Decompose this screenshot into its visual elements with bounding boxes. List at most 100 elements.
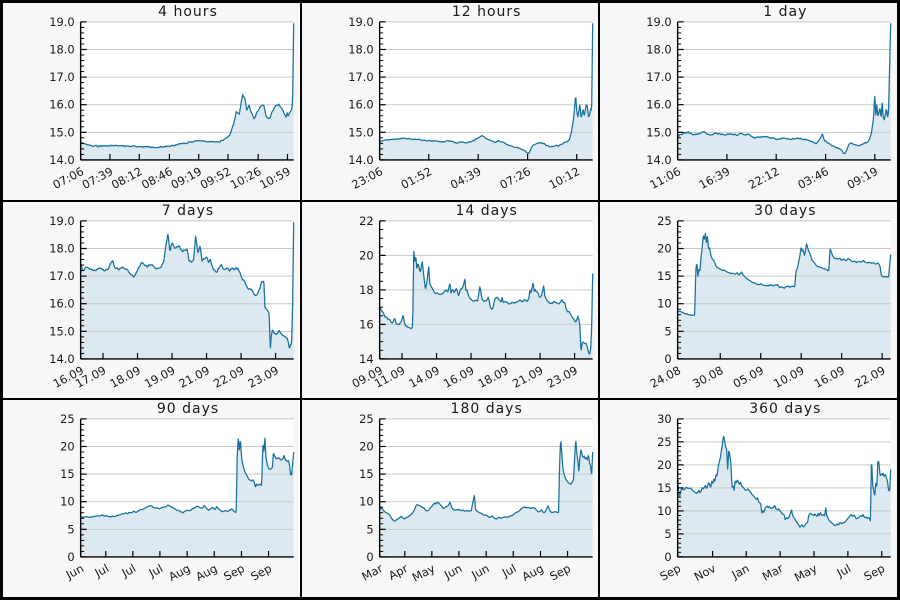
y-tick-label: 25: [657, 214, 672, 228]
y-tick-label: 15.0: [348, 125, 373, 139]
series-line: [378, 441, 593, 523]
series-area: [80, 438, 294, 558]
x-tick-label: Sep: [658, 561, 684, 583]
x-tick-label: 22:12: [746, 164, 782, 192]
x-tick-label: Nov: [692, 561, 718, 584]
y-tick-label: 20: [359, 248, 374, 262]
x-tick-label: Apr: [386, 561, 410, 583]
chart-panel-12-hours: 12 hours 14.0 15.0 16.0 17.0 18.0 19.0 23:06 01…: [300, 2, 600, 201]
x-tick-label: May: [409, 561, 437, 585]
y-tick-label: 20: [657, 458, 672, 472]
y-tick-label: 15: [657, 269, 672, 283]
series-area: [379, 441, 593, 558]
x-tick-label: Jan: [729, 561, 752, 582]
x-tick-label: 05.09: [731, 363, 766, 391]
chart-title: 12 hours: [451, 4, 522, 20]
y-tick-label: 20: [657, 241, 672, 255]
series-area: [80, 221, 294, 359]
y-tick-label: 0: [665, 550, 672, 564]
x-tick-label: 16.09: [812, 363, 847, 391]
y-tick-label: 0: [67, 550, 74, 564]
chart-title: 14 days: [455, 202, 518, 219]
chart-plot: 14.0 15.0 16.0 17.0 18.0 19.0 11:06 16:39 22:12 0…: [647, 15, 892, 192]
x-tick-label: Aug: [519, 561, 545, 584]
y-tick-label: 19.0: [49, 214, 74, 228]
x-tick-label: Jun: [63, 561, 86, 582]
series-area: [379, 23, 593, 160]
y-tick-label: 15.0: [49, 324, 74, 338]
y-tick-label: 16.0: [49, 98, 74, 112]
chart-plot: 14.0 15.0 16.0 17.0 18.0 19.0 23:06 01:52 04:39 0…: [348, 15, 593, 192]
y-tick-label: 18.0: [348, 42, 373, 56]
y-tick-label: 14.0: [49, 153, 74, 167]
y-tick-label: 5: [665, 324, 672, 338]
series-line: [80, 221, 295, 349]
chart-panel-180-days: 180 days 0 5 10 15 20 25 Mar Apr May Jun Jun Jul Aug…: [300, 399, 600, 598]
chart-plot: 14.015.016.017.018.019.007:0607:3908:120…: [49, 15, 295, 192]
chart-panel-4-hours: 4 hours 14.0 15.0 16.0 17.0 18.0 19.0 07:06 07:…: [2, 2, 301, 201]
y-tick-label: 14: [359, 352, 374, 366]
y-tick-label: 19.0: [647, 15, 672, 29]
series-line: [379, 23, 593, 155]
y-tick-label: 5: [67, 523, 74, 537]
x-tick-label: 23.09: [544, 363, 579, 391]
y-tick-label: 14.0: [647, 153, 672, 167]
y-tick-label: 18: [359, 283, 374, 297]
x-tick-label: Sep: [221, 561, 247, 583]
series-line: [80, 437, 295, 519]
x-tick-label: 23:06: [349, 164, 385, 192]
chart-panel-90-days: 90 days 0 5 10 15 20 25 Jun Jul Jul Jul Aug Aug Sep S…: [2, 399, 301, 598]
series-area: [379, 250, 593, 359]
y-tick-label: 17.0: [49, 70, 74, 84]
x-tick-label: 18.09: [475, 363, 510, 391]
chart-title: 30 days: [754, 202, 817, 219]
y-tick-label: 25: [60, 412, 75, 426]
x-tick-label: 07:26: [497, 164, 533, 192]
y-tick-label: 15: [60, 467, 75, 481]
y-tick-label: 15: [657, 481, 672, 495]
y-tick-label: 18.0: [49, 241, 74, 255]
x-tick-label: 18.09: [107, 363, 142, 391]
chart-title: 90 days: [156, 401, 220, 418]
series-line: [677, 436, 892, 529]
y-tick-label: 18.0: [49, 42, 74, 56]
y-tick-label: 10: [60, 495, 75, 509]
y-tick-label: 18.0: [647, 42, 672, 56]
y-tick-label: 10: [657, 504, 672, 518]
x-tick-label: 08:12: [109, 164, 145, 192]
chart-panel-14-days: 14 days 14 16 18 20 22 09.09 11.09 14.09 16.09 18…: [300, 200, 600, 400]
y-tick-label: 5: [366, 523, 373, 537]
chart-panel-360-days: 360 days 0 5 10 15 20 25 30 Sep Nov Jan Mar May Jul S…: [599, 399, 898, 598]
y-tick-label: 16: [359, 317, 374, 331]
y-tick-label: 17.0: [348, 70, 373, 84]
x-tick-label: Aug: [166, 561, 192, 584]
plot-background: [379, 21, 593, 160]
x-tick-label: May: [792, 561, 820, 585]
x-tick-label: Sep: [547, 561, 573, 583]
series-line: [677, 23, 892, 155]
y-tick-label: 19.0: [49, 15, 74, 29]
x-tick-label: 21.09: [176, 363, 211, 391]
y-tick-label: 14.0: [348, 153, 373, 167]
x-tick-label: 03:46: [796, 164, 832, 192]
chart-title: 180 days: [450, 401, 523, 418]
y-tick-label: 16.0: [49, 296, 74, 310]
x-tick-label: 22.09: [852, 363, 887, 391]
series-line: [80, 23, 295, 149]
y-tick-label: 19.0: [348, 15, 373, 29]
x-tick-label: 16:39: [697, 164, 733, 192]
x-tick-label: 21.09: [510, 363, 545, 391]
y-tick-label: 15: [359, 467, 374, 481]
series-line: [378, 250, 593, 355]
y-tick-label: 0: [366, 550, 373, 564]
series-line: [677, 232, 892, 316]
chart-plot: 0 5 10 15 20 25 24.08 30.08 05.09 10.09 16.09 22.09: [648, 214, 892, 391]
x-tick-label: 14.09: [406, 363, 441, 391]
series-area: [80, 23, 294, 160]
x-tick-label: Sep: [248, 561, 274, 583]
series-area: [677, 23, 892, 160]
